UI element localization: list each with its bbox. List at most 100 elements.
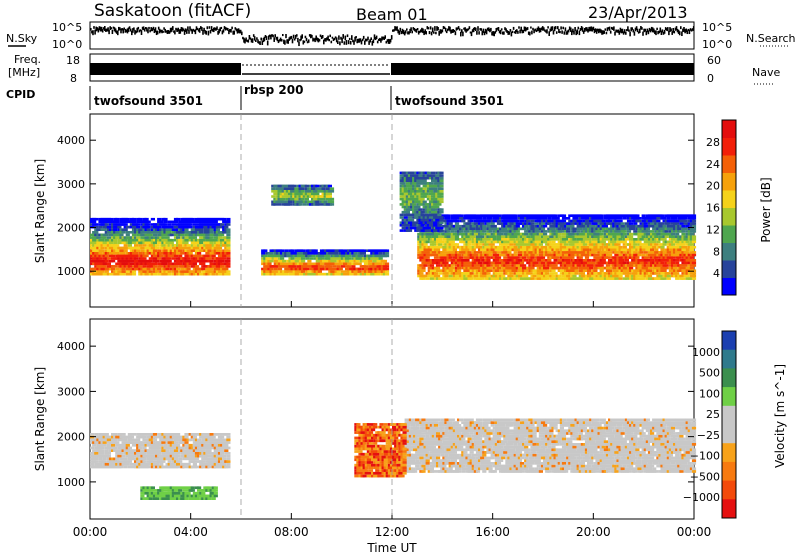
echo-cell [226, 217, 231, 221]
nsky-point [95, 26, 97, 32]
nsky-point [102, 27, 105, 30]
nsky-point [443, 26, 446, 29]
echo-cell [664, 261, 669, 265]
echo-cell [641, 266, 646, 270]
echo-cell [180, 223, 185, 226]
echo-cell [555, 227, 560, 231]
echo-cell [513, 251, 518, 254]
nsky-point [294, 34, 297, 39]
echo-cell [685, 243, 690, 246]
echo-cell [559, 230, 564, 233]
echo-cell [683, 217, 688, 220]
nsky-point [387, 38, 390, 44]
echo-cell [545, 240, 550, 244]
nsky-point [375, 35, 378, 40]
nsky-point [344, 35, 347, 41]
echo-cell [652, 251, 657, 254]
echo-cell [146, 223, 151, 226]
nsky-point [277, 40, 280, 44]
echo-cell [534, 248, 539, 252]
echo-cell [593, 251, 598, 254]
echo-cell [178, 244, 183, 247]
nsky-point [510, 31, 513, 37]
echo-cell [205, 228, 210, 231]
nsky-point [292, 34, 295, 39]
nsky-point [360, 40, 363, 45]
echo-cell [614, 219, 619, 223]
echo-cell [125, 254, 130, 258]
echo-cell [589, 240, 594, 244]
echo-cell [593, 253, 598, 257]
echo-cell [277, 267, 283, 271]
echo-cell [631, 269, 636, 272]
nsky-point [202, 30, 204, 35]
echo-cell [146, 220, 151, 224]
nsky-point [486, 27, 489, 31]
echo-cell [134, 252, 139, 255]
echo-cell [478, 245, 483, 249]
echo-cell [138, 259, 143, 263]
nsky-point [414, 29, 417, 32]
nsky-point [570, 27, 572, 32]
nsky-point [325, 38, 327, 42]
nsky-point [291, 38, 294, 44]
echo-cell [104, 267, 109, 271]
nsky-point [395, 26, 397, 31]
nsky-point [453, 29, 456, 32]
echo-cell [492, 251, 497, 254]
echo-cell [226, 270, 231, 273]
echo-cell [670, 256, 676, 259]
nsky-point [457, 26, 460, 30]
echo-cell [534, 235, 539, 238]
echo-cell [427, 235, 432, 238]
echo-cell [436, 248, 441, 252]
nsky-point [413, 28, 416, 31]
nsky-point [157, 26, 160, 30]
echo-cell [494, 269, 499, 272]
echo-cell [664, 272, 669, 275]
echo-cell [624, 277, 629, 280]
echo-cell [486, 264, 491, 267]
echo-cell [190, 254, 195, 258]
echo-cell [100, 270, 105, 273]
echo-cell [691, 240, 697, 244]
nsky-point [559, 30, 561, 34]
nsky-point [571, 30, 573, 36]
echo-cell [144, 217, 149, 221]
echo-cell [584, 217, 590, 220]
echo-cell [125, 233, 130, 237]
echo-cell [349, 259, 354, 263]
echo-cell [599, 259, 604, 262]
nsky-point [384, 35, 386, 39]
echo-cell [465, 248, 470, 252]
echo-cell [138, 265, 143, 268]
echo-cell [691, 224, 697, 228]
nsky-point [369, 39, 371, 43]
nsky-point [304, 35, 307, 39]
echo-cell [461, 240, 466, 244]
echo-cell [190, 270, 195, 273]
echo-cell [555, 217, 560, 220]
echo-cell [159, 270, 164, 273]
nsky-point [454, 31, 457, 36]
nsky-point [104, 26, 106, 31]
echo-cell [551, 240, 556, 244]
echo-cell [635, 256, 640, 259]
echo-cell [307, 252, 312, 255]
nsky-point [343, 41, 346, 45]
echo-cell [513, 243, 518, 246]
nsky-point [207, 30, 210, 36]
echo-cell [148, 246, 153, 250]
nsky-point [442, 26, 445, 30]
echo-cell [656, 219, 661, 223]
nsky-point [460, 31, 462, 37]
echo-cell [446, 235, 451, 238]
echo-cell [480, 277, 485, 280]
nsky-point [472, 27, 475, 33]
echo-cell [691, 253, 697, 257]
echo-cell [136, 223, 141, 226]
echo-cell [169, 249, 174, 252]
echo-cell [652, 277, 657, 280]
echo-cell [482, 217, 487, 220]
echo-cell [599, 251, 604, 254]
